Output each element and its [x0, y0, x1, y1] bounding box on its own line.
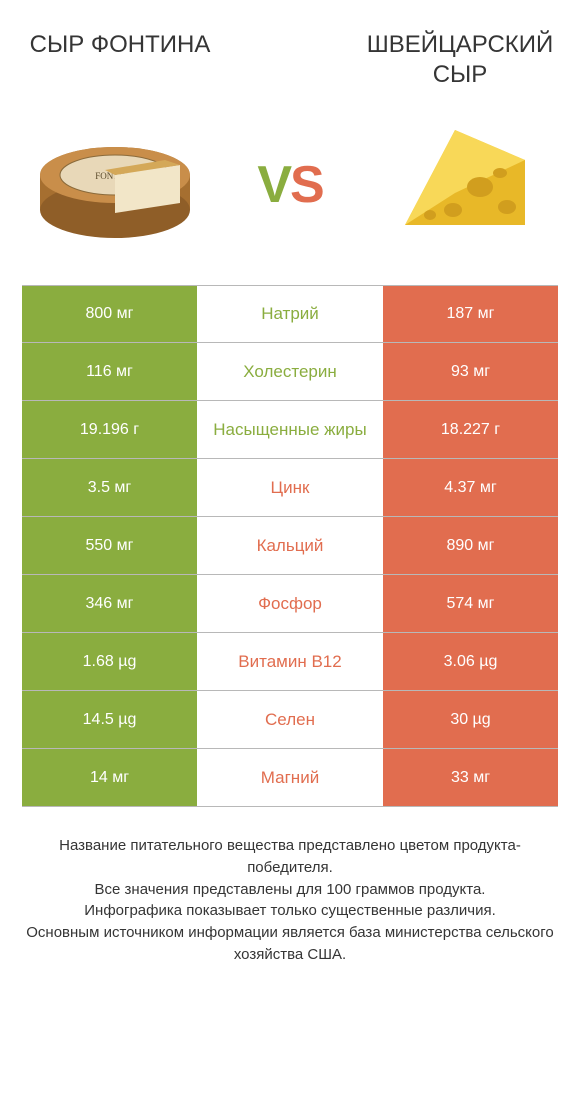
right-value-cell: 3.06 µg [383, 633, 558, 690]
nutrient-label: Селен [197, 691, 383, 748]
nutrient-label: Магний [197, 749, 383, 806]
nutrient-label: Насыщенные жиры [197, 401, 383, 458]
table-row: 550 мгКальций890 мг [22, 517, 558, 575]
vs-letter-v: V [257, 156, 290, 214]
left-product-image: FONTINA [30, 110, 200, 260]
left-value-cell: 346 мг [22, 575, 197, 632]
right-product-title: ШВЕЙЦАРСКИЙ СЫР [360, 30, 560, 90]
left-value-cell: 1.68 µg [22, 633, 197, 690]
left-value-cell: 14 мг [22, 749, 197, 806]
header: СЫР ФОНТИНА ШВЕЙЦАРСКИЙ СЫР [0, 0, 580, 100]
table-row: 1.68 µgВитамин B123.06 µg [22, 633, 558, 691]
left-value-cell: 19.196 г [22, 401, 197, 458]
vs-letter-s: S [290, 156, 323, 214]
right-value-cell: 93 мг [383, 343, 558, 400]
right-value-cell: 30 µg [383, 691, 558, 748]
footer-line: Все значения представлены для 100 граммо… [22, 879, 558, 901]
swiss-cheese-icon [385, 115, 545, 255]
table-row: 346 мгФосфор574 мг [22, 575, 558, 633]
right-value-cell: 4.37 мг [383, 459, 558, 516]
footer-notes: Название питательного вещества представл… [0, 807, 580, 966]
left-value-cell: 800 мг [22, 286, 197, 342]
nutrient-label: Кальций [197, 517, 383, 574]
nutrient-label: Витамин B12 [197, 633, 383, 690]
right-value-cell: 18.227 г [383, 401, 558, 458]
table-row: 14 мгМагний33 мг [22, 749, 558, 807]
right-product-image [380, 110, 550, 260]
left-product-title: СЫР ФОНТИНА [20, 30, 220, 90]
table-row: 3.5 мгЦинк4.37 мг [22, 459, 558, 517]
table-row: 800 мгНатрий187 мг [22, 285, 558, 343]
footer-line: Основным источником информации является … [22, 922, 558, 966]
table-row: 14.5 µgСелен30 µg [22, 691, 558, 749]
footer-line: Инфографика показывает только существенн… [22, 900, 558, 922]
table-row: 19.196 гНасыщенные жиры18.227 г [22, 401, 558, 459]
table-row: 116 мгХолестерин93 мг [22, 343, 558, 401]
images-row: FONTINA VS [0, 100, 580, 285]
nutrient-label: Цинк [197, 459, 383, 516]
vs-label: VS [257, 155, 322, 215]
nutrient-label: Натрий [197, 286, 383, 342]
left-value-cell: 14.5 µg [22, 691, 197, 748]
nutrient-label: Холестерин [197, 343, 383, 400]
left-value-cell: 550 мг [22, 517, 197, 574]
comparison-table: 800 мгНатрий187 мг116 мгХолестерин93 мг1… [0, 285, 580, 807]
right-value-cell: 574 мг [383, 575, 558, 632]
footer-line: Название питательного вещества представл… [22, 835, 558, 879]
right-value-cell: 33 мг [383, 749, 558, 806]
fontina-cheese-icon: FONTINA [30, 125, 200, 245]
right-value-cell: 890 мг [383, 517, 558, 574]
left-value-cell: 3.5 мг [22, 459, 197, 516]
left-value-cell: 116 мг [22, 343, 197, 400]
nutrient-label: Фосфор [197, 575, 383, 632]
right-value-cell: 187 мг [383, 286, 558, 342]
